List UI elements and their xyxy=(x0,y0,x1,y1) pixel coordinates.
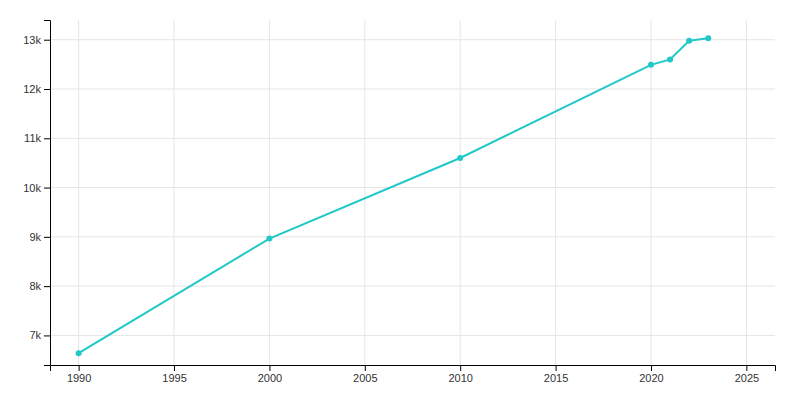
y-tick-mark xyxy=(44,335,50,336)
x-tick-label: 1995 xyxy=(162,372,186,384)
y-grid-line xyxy=(50,138,775,139)
y-grid-line xyxy=(50,39,775,40)
point xyxy=(705,35,711,41)
x-tick: 2005 xyxy=(353,365,377,384)
x-tick-label: 2025 xyxy=(735,372,759,384)
y-tick-label: 13k xyxy=(23,34,41,46)
grid xyxy=(50,20,775,365)
y-tick: 11k xyxy=(24,132,50,144)
y-tick: 7k xyxy=(29,329,50,341)
y-grid-line xyxy=(50,89,775,90)
y-tick-label: 12k xyxy=(23,83,41,95)
y-axis-line xyxy=(44,21,51,366)
x-tick-mark xyxy=(746,365,747,371)
x-tick-label: 2000 xyxy=(258,372,282,384)
y-grid-line xyxy=(50,187,775,188)
marks xyxy=(76,35,712,356)
y-tick: 13k xyxy=(23,34,50,46)
x-grid-line xyxy=(174,20,175,365)
line xyxy=(79,38,709,353)
x-tick-label: 2005 xyxy=(353,372,377,384)
y-tick-label: 9k xyxy=(29,231,41,243)
x-tick-mark xyxy=(174,365,175,371)
point xyxy=(686,38,692,44)
x-tick-mark xyxy=(269,365,270,371)
x-grid-line xyxy=(746,20,747,365)
y-tick: 8k xyxy=(29,280,50,292)
x-tick-label: 2015 xyxy=(544,372,568,384)
y-axis: 7k 8k 9k 10k 11k 12k 13k xyxy=(23,21,50,366)
y-tick: 9k xyxy=(29,231,50,243)
y-tick-label: 7k xyxy=(29,329,41,341)
y-tick: 12k xyxy=(23,83,50,95)
x-tick-label: 1990 xyxy=(67,372,91,384)
y-tick-mark xyxy=(44,89,50,90)
x-tick-mark xyxy=(556,365,557,371)
x-tick-mark xyxy=(651,365,652,371)
y-grid-line xyxy=(50,286,775,287)
x-axis-line xyxy=(51,366,776,372)
x-grid-line xyxy=(460,20,461,365)
chart-svg: 1990 1995 2000 2005 2010 2015 2020 2025 7k 8k 9k 10… xyxy=(0,0,800,400)
x-tick: 1995 xyxy=(162,365,186,384)
x-grid-line xyxy=(78,20,79,365)
y-tick-mark xyxy=(44,40,50,41)
y-tick-mark xyxy=(44,188,50,189)
y-tick-mark xyxy=(44,286,50,287)
y-grid-line xyxy=(50,236,775,237)
x-grid-line xyxy=(650,20,651,365)
x-grid-line xyxy=(269,20,270,365)
x-tick-mark xyxy=(365,365,366,371)
y-tick-label: 11k xyxy=(24,132,41,144)
x-tick: 2020 xyxy=(639,365,663,384)
y-tick-mark xyxy=(44,237,50,238)
x-tick: 1990 xyxy=(67,365,91,384)
point xyxy=(667,56,673,62)
y-tick: 10k xyxy=(23,182,50,194)
point xyxy=(76,350,82,356)
x-tick-mark xyxy=(460,365,461,371)
y-tick-label: 10k xyxy=(23,182,41,194)
x-tick: 2000 xyxy=(258,365,282,384)
x-tick: 2025 xyxy=(735,365,759,384)
x-axis: 1990 1995 2000 2005 2010 2015 2020 2025 xyxy=(51,365,776,384)
y-tick-mark xyxy=(44,138,50,139)
x-tick: 2015 xyxy=(544,365,568,384)
x-tick-mark xyxy=(79,365,80,371)
x-tick-label: 2010 xyxy=(448,372,472,384)
y-tick-label: 8k xyxy=(29,280,41,292)
y-grid-line xyxy=(50,335,775,336)
plot-area: 1990 1995 2000 2005 2010 2015 2020 2025 7k 8k 9k 10… xyxy=(23,20,775,384)
point xyxy=(648,62,654,68)
x-tick: 2010 xyxy=(448,365,472,384)
point xyxy=(457,155,463,161)
x-tick-label: 2020 xyxy=(639,372,663,384)
x-grid-line xyxy=(364,20,365,365)
point xyxy=(266,236,272,242)
x-grid-line xyxy=(555,20,556,365)
